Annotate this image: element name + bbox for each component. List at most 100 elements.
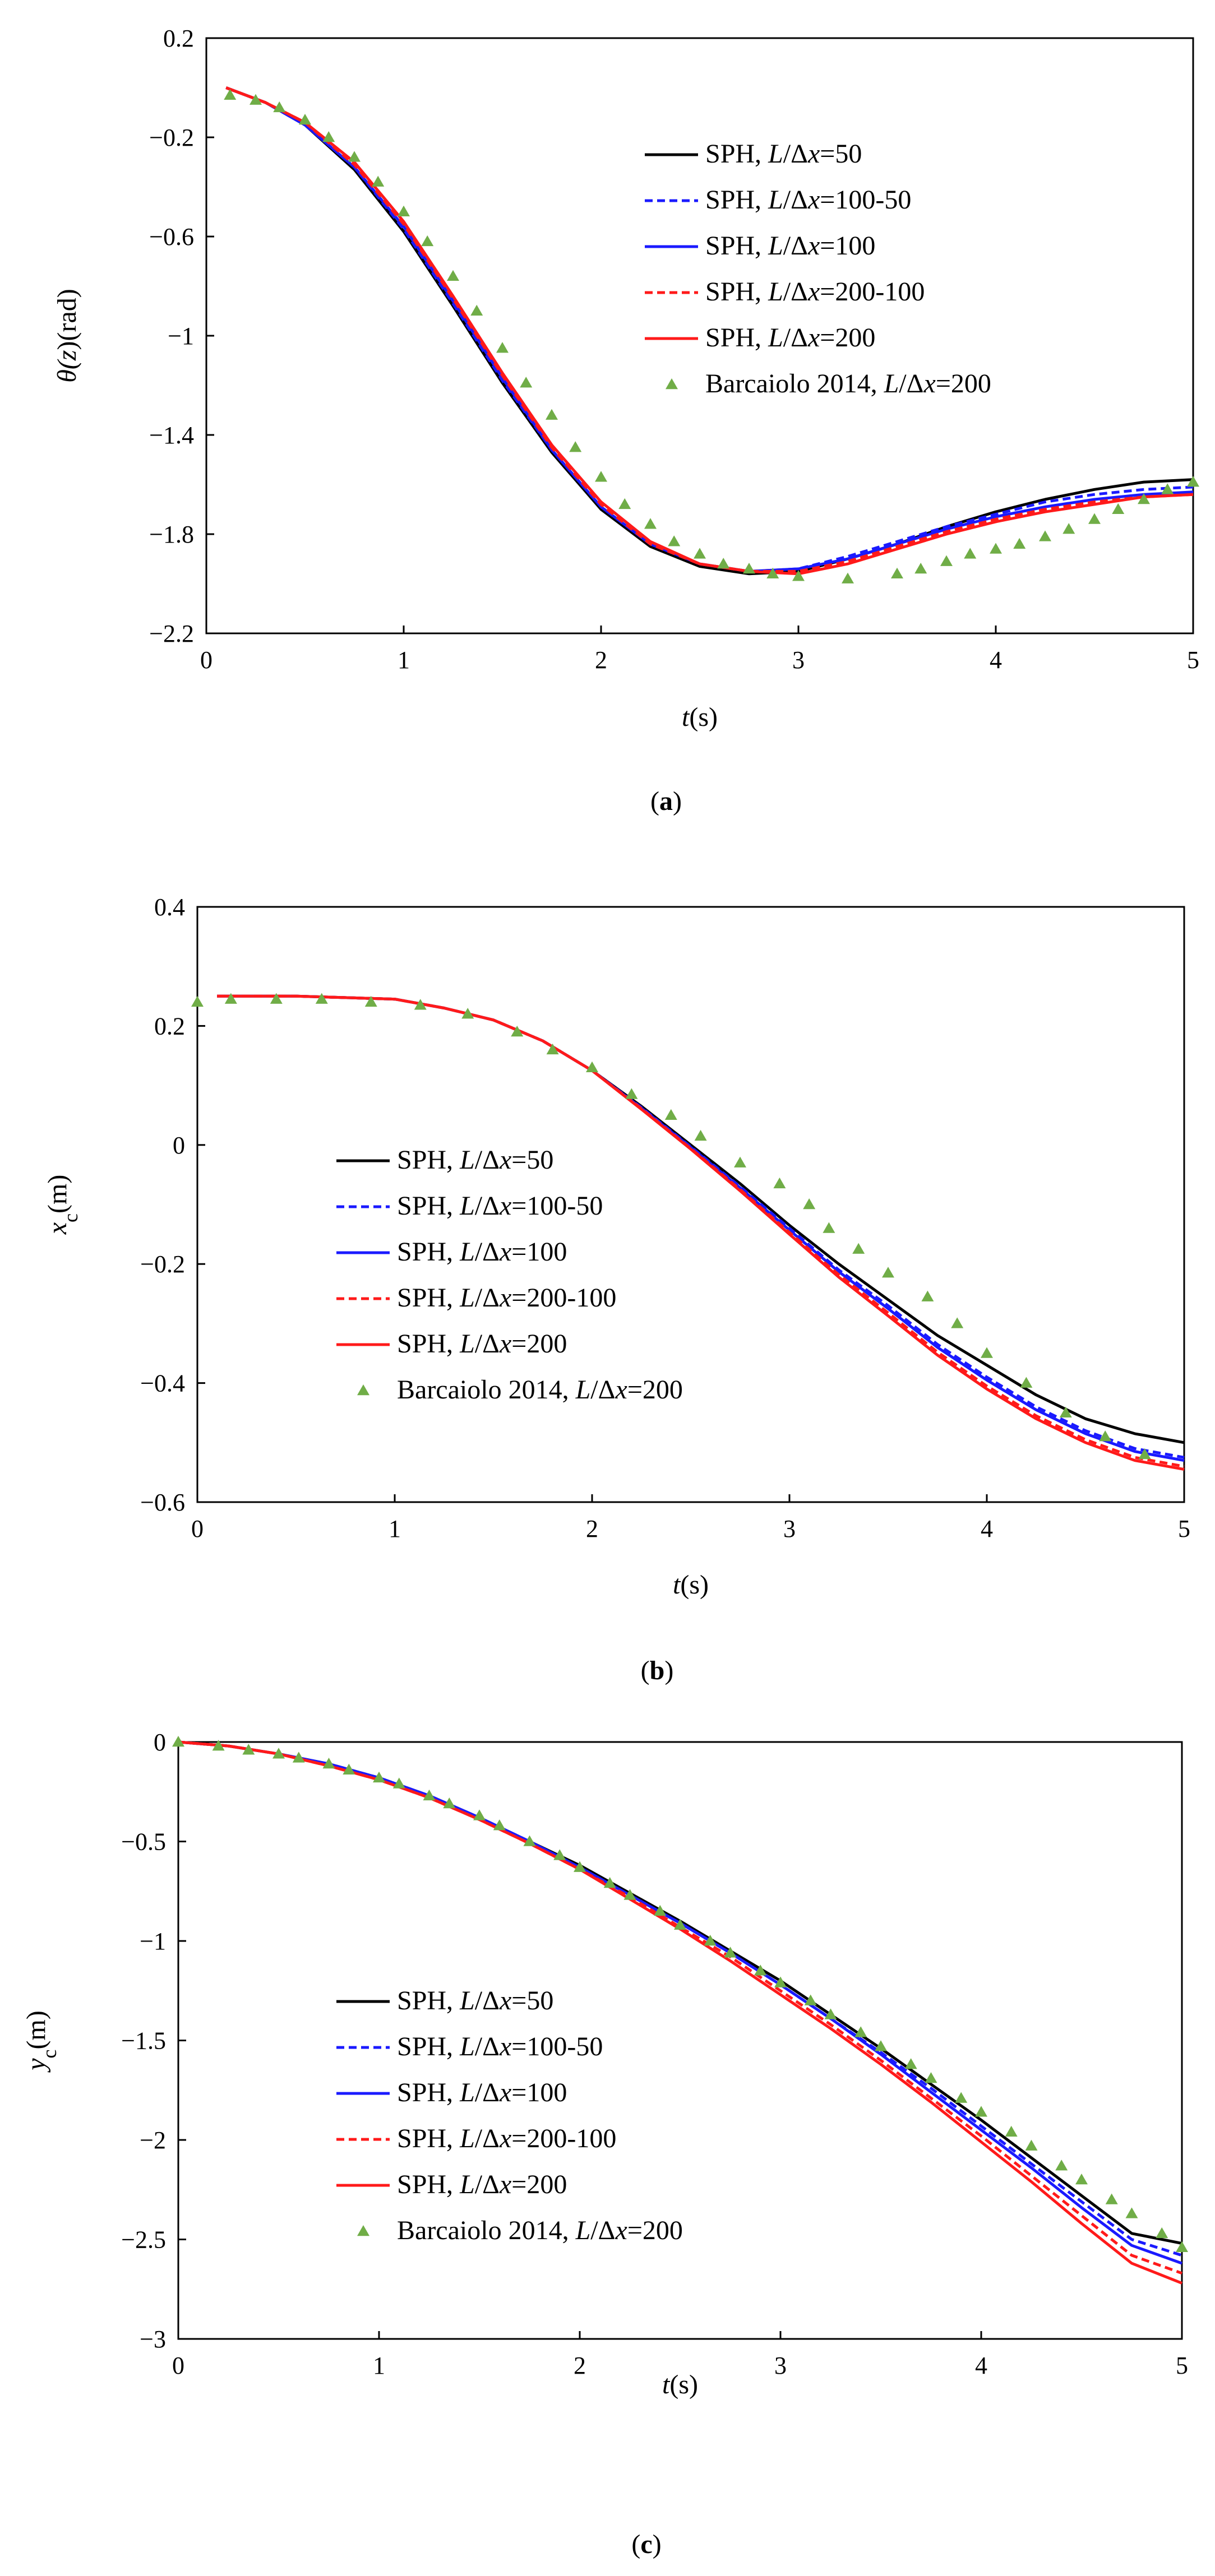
data-point-triangle	[1125, 2207, 1138, 2218]
data-point-triangle	[470, 304, 483, 316]
series-line-3	[225, 86, 1194, 573]
x-tick-label: 5	[1178, 1515, 1190, 1542]
x-tick-label: 5	[1187, 646, 1199, 674]
data-point-triangle	[272, 1748, 285, 1759]
legend-label: SPH, L/Δx=50	[397, 1145, 553, 1175]
data-point-triangle	[654, 1905, 667, 1916]
data-point-triangle	[348, 151, 361, 162]
data-point-triangle	[546, 1043, 559, 1055]
data-point-triangle	[1138, 493, 1150, 504]
x-tick-label: 4	[975, 2352, 987, 2379]
legend-label: SPH, L/Δx=200	[705, 323, 875, 353]
y-tick-label: 0.2	[163, 25, 194, 52]
data-point-triangle	[773, 1177, 786, 1189]
data-point-triangle	[414, 999, 427, 1010]
data-point-triangle	[990, 543, 1002, 554]
data-point-triangle	[804, 1994, 817, 2005]
data-point-triangle	[343, 1763, 355, 1775]
series-line-3	[178, 1740, 1182, 2275]
data-point-triangle	[921, 1290, 934, 1301]
data-point-triangle	[882, 1267, 894, 1278]
data-point-triangle	[766, 567, 779, 579]
y-tick-label: 0.4	[154, 893, 185, 921]
x-axis-label: t(s)	[673, 1570, 709, 1600]
data-point-triangle	[1176, 2241, 1188, 2252]
data-point-triangle	[1039, 530, 1051, 541]
data-point-triangle	[1013, 538, 1026, 549]
y-tick-label: −1	[140, 1928, 166, 1955]
data-point-triangle	[824, 2008, 837, 2019]
y-tick-label: 0	[154, 1729, 166, 1756]
x-tick-label: 4	[981, 1515, 993, 1542]
data-point-triangle	[1112, 503, 1125, 514]
y-tick-label: −2	[140, 2126, 166, 2154]
data-point-triangle	[674, 1919, 686, 1930]
data-point-triangle	[569, 441, 582, 452]
data-point-triangle	[618, 498, 631, 509]
data-point-triangle	[212, 1740, 225, 1751]
data-point-triangle	[421, 235, 434, 247]
data-point-triangle	[940, 555, 953, 566]
y-tick-label: 0	[173, 1132, 185, 1159]
legend-label: SPH, L/Δx=200-100	[705, 277, 925, 307]
data-point-triangle	[754, 1965, 767, 1976]
data-point-triangle	[1088, 513, 1101, 524]
data-point-triangle	[668, 535, 681, 546]
x-tick-label: 3	[783, 1515, 796, 1542]
y-tick-label: −2.5	[121, 2226, 166, 2254]
legend-label: SPH, L/Δx=100	[397, 1237, 567, 1267]
data-point-triangle	[951, 1317, 964, 1328]
data-point-triangle	[981, 1347, 993, 1358]
data-point-triangle	[322, 131, 335, 142]
data-point-triangle	[511, 1026, 524, 1037]
data-point-triangle	[774, 1976, 787, 1987]
x-tick-label: 1	[398, 646, 410, 674]
y-tick-label: −0.4	[140, 1370, 185, 1397]
legend-label: SPH, L/Δx=200	[397, 2170, 567, 2199]
data-point-triangle	[242, 1744, 255, 1755]
data-point-triangle	[172, 1736, 184, 1747]
data-point-triangle	[224, 993, 237, 1004]
x-tick-label: 0	[172, 2352, 184, 2379]
data-point-triangle	[1156, 2227, 1168, 2239]
data-point-triangle	[270, 993, 283, 1004]
legend-label: Barcaiolo 2014, L/Δx=200	[397, 1375, 683, 1405]
panel-caption: (b)	[641, 1656, 674, 1685]
y-tick-label: −0.6	[149, 223, 194, 251]
y-tick-label: −0.6	[140, 1489, 185, 1516]
data-point-triangle	[586, 1061, 598, 1072]
data-point-triangle	[955, 2092, 968, 2103]
data-point-triangle	[1075, 2174, 1088, 2185]
data-point-triangle	[1105, 2193, 1118, 2204]
data-point-triangle	[315, 993, 328, 1004]
x-tick-label: 2	[586, 1515, 598, 1542]
legend-marker	[357, 2225, 369, 2236]
panel-a: 0 1 2 3 4 5 0.2 −0.2 −0.6 −1 −1.4 −1.8 −2.2 t(s) θ(z)(…	[52, 25, 1199, 816]
x-tick-label: 2	[595, 646, 607, 674]
data-point-triangle	[925, 2072, 937, 2083]
data-point-triangle	[461, 1008, 474, 1019]
data-point-triangle	[273, 101, 286, 113]
data-point-triangle	[694, 548, 706, 559]
series-line-1	[178, 1740, 1182, 2257]
x-tick-label: 3	[792, 646, 805, 674]
data-point-triangle	[644, 518, 657, 529]
legend-label: Barcaiolo 2014, L/Δx=200	[705, 369, 991, 399]
y-tick-label: −0.2	[140, 1250, 185, 1278]
data-point-triangle	[1161, 483, 1174, 494]
data-point-triangle	[625, 1088, 638, 1099]
legend-label: SPH, L/Δx=100-50	[397, 2032, 603, 2061]
y-tick-label: −1.4	[149, 421, 194, 449]
data-point-triangle	[398, 205, 410, 216]
legend-label: SPH, L/Δx=100	[705, 231, 875, 261]
x-tick-label: 2	[574, 2352, 586, 2379]
y-axis-label: yc(m)	[21, 2010, 61, 2073]
x-tick-label: 0	[191, 1515, 204, 1542]
y-tick-label: −1.8	[149, 521, 194, 548]
data-point-triangle	[447, 270, 459, 281]
data-point-triangle	[546, 409, 558, 420]
data-point-triangle	[603, 1877, 616, 1888]
y-tick-label: −2.2	[149, 620, 194, 647]
data-point-triangle	[704, 1935, 717, 1946]
